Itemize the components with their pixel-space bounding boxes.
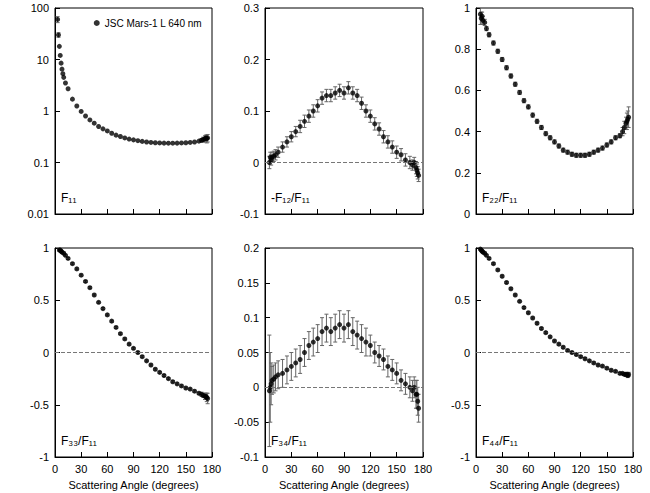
svg-text:Scattering Angle (degrees): Scattering Angle (degrees) [489,479,619,491]
svg-text:30: 30 [75,463,87,475]
svg-text:1: 1 [464,242,470,254]
svg-text:-0.1: -0.1 [240,451,259,463]
svg-text:F₂₂/F₁₁: F₂₂/F₁₁ [482,191,517,205]
svg-text:F₃₄/F₁₁: F₃₄/F₁₁ [271,434,307,448]
svg-text:30: 30 [285,463,297,475]
svg-text:0.8: 0.8 [455,43,470,55]
svg-text:0.1: 0.1 [244,312,259,324]
svg-text:0.2: 0.2 [455,167,470,179]
svg-text:0: 0 [52,463,58,475]
svg-text:120: 120 [150,463,168,475]
svg-text:90: 90 [338,463,350,475]
svg-text:120: 120 [361,463,379,475]
svg-text:F₃₃/F₁₁: F₃₃/F₁₁ [61,434,97,448]
svg-text:-1: -1 [39,451,49,463]
svg-text:0: 0 [464,347,470,359]
svg-text:0.5: 0.5 [34,294,49,306]
svg-text:1: 1 [464,2,470,14]
svg-text:0.01: 0.01 [28,208,49,220]
svg-text:Scattering Angle (degrees): Scattering Angle (degrees) [68,479,198,491]
svg-text:180: 180 [203,463,221,475]
svg-text:90: 90 [548,463,560,475]
svg-text:0.6: 0.6 [455,84,470,96]
svg-text:0: 0 [262,463,268,475]
svg-text:0: 0 [43,347,49,359]
svg-text:0: 0 [253,157,259,169]
svg-text:60: 60 [312,463,324,475]
svg-text:0.5: 0.5 [455,294,470,306]
svg-text:0.05: 0.05 [238,347,259,359]
svg-text:60: 60 [522,463,534,475]
svg-text:-0.1: -0.1 [240,208,259,220]
svg-text:-F₁₂/F₁₁: -F₁₂/F₁₁ [271,191,310,205]
svg-text:0.2: 0.2 [244,242,259,254]
svg-text:150: 150 [598,463,616,475]
svg-text:0.1: 0.1 [34,157,49,169]
svg-text:0.1: 0.1 [244,105,259,117]
svg-text:0: 0 [253,381,259,393]
svg-text:60: 60 [101,463,113,475]
svg-text:F₄₄/F₁₁: F₄₄/F₁₁ [482,434,518,448]
svg-text:90: 90 [127,463,139,475]
svg-text:0: 0 [473,463,479,475]
svg-text:0.15: 0.15 [238,277,259,289]
svg-text:180: 180 [624,463,642,475]
svg-text:1: 1 [43,242,49,254]
svg-text:Scattering Angle (degrees): Scattering Angle (degrees) [279,479,409,491]
svg-text:1: 1 [43,105,49,117]
svg-text:0: 0 [464,208,470,220]
svg-text:10: 10 [37,54,49,66]
svg-text:30: 30 [496,463,508,475]
svg-text:-0.5: -0.5 [451,399,470,411]
svg-text:-0.5: -0.5 [30,399,49,411]
svg-text:0.2: 0.2 [244,54,259,66]
svg-text:-1: -1 [460,451,470,463]
svg-text:100: 100 [31,2,49,14]
svg-text:0.3: 0.3 [244,2,259,14]
svg-text:150: 150 [387,463,405,475]
svg-text:120: 120 [571,463,589,475]
svg-text:JSC Mars-1 L 640 nm: JSC Mars-1 L 640 nm [105,18,202,29]
svg-text:180: 180 [414,463,432,475]
svg-text:F₁₁: F₁₁ [61,191,76,205]
svg-text:0.4: 0.4 [455,126,470,138]
svg-text:-0.05: -0.05 [234,416,259,428]
svg-text:150: 150 [177,463,195,475]
